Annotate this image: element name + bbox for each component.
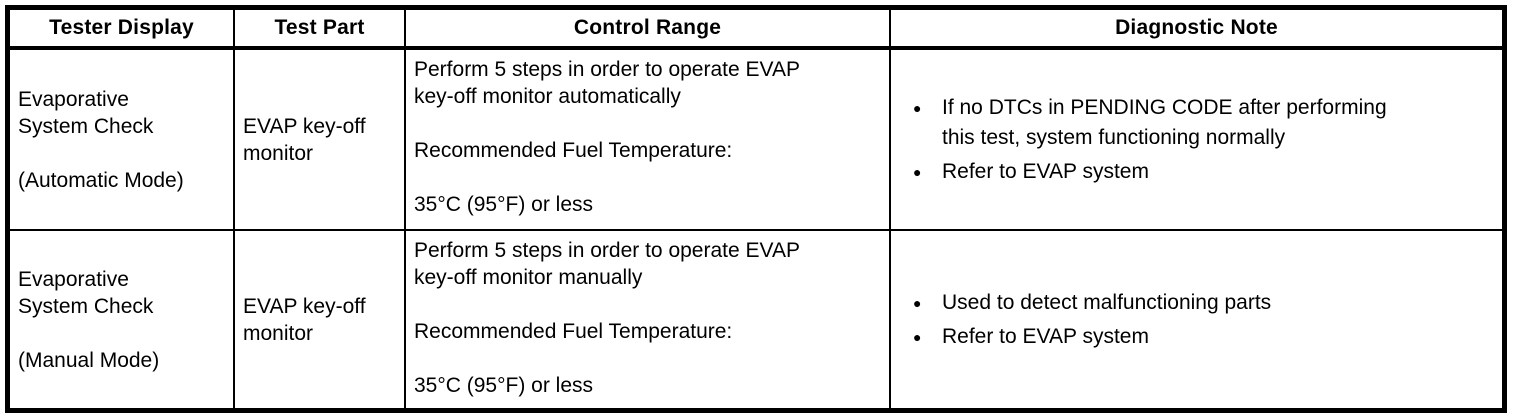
note-item: ● If no DTCs in PENDING CODE after perfo… <box>913 93 1490 153</box>
note-text: Refer to EVAP system <box>942 324 1149 348</box>
bullet-icon: ● <box>913 99 922 116</box>
note-text: Refer to EVAP system <box>942 159 1149 183</box>
note-item: ● Refer to EVAP system <box>913 322 1490 352</box>
bullet-icon: ● <box>913 294 922 311</box>
note-item: ● Used to detect malfunctioning parts <box>913 288 1490 318</box>
cell-control-range-automatic: Perform 5 steps in order to operate EVAP… <box>406 50 891 231</box>
bullet-icon: ● <box>913 328 922 345</box>
cell-control-range-manual: Perform 5 steps in order to operate EVAP… <box>406 231 891 408</box>
cell-test-part-manual: EVAP key-off monitor <box>235 231 406 408</box>
header-diagnostic-note: Diagnostic Note <box>891 10 1502 50</box>
note-text: Used to detect malfunctioning parts <box>942 290 1272 314</box>
cell-tester-display-automatic: Evaporative System Check (Automatic Mode… <box>10 50 235 231</box>
header-tester-display: Tester Display <box>10 10 235 50</box>
diagnostic-table: Tester Display Test Part Control Range D… <box>5 5 1507 413</box>
cell-test-part-automatic: EVAP key-off monitor <box>235 50 406 231</box>
note-item: ● Refer to EVAP system <box>913 157 1490 187</box>
header-control-range: Control Range <box>406 10 891 50</box>
header-test-part: Test Part <box>235 10 406 50</box>
cell-diagnostic-note-manual: ● Used to detect malfunctioning parts ● … <box>891 231 1502 408</box>
cell-tester-display-manual: Evaporative System Check (Manual Mode) <box>10 231 235 408</box>
bullet-icon: ● <box>913 163 922 180</box>
cell-diagnostic-note-automatic: ● If no DTCs in PENDING CODE after perfo… <box>891 50 1502 231</box>
note-text: If no DTCs in PENDING CODE after perform… <box>942 95 1387 149</box>
